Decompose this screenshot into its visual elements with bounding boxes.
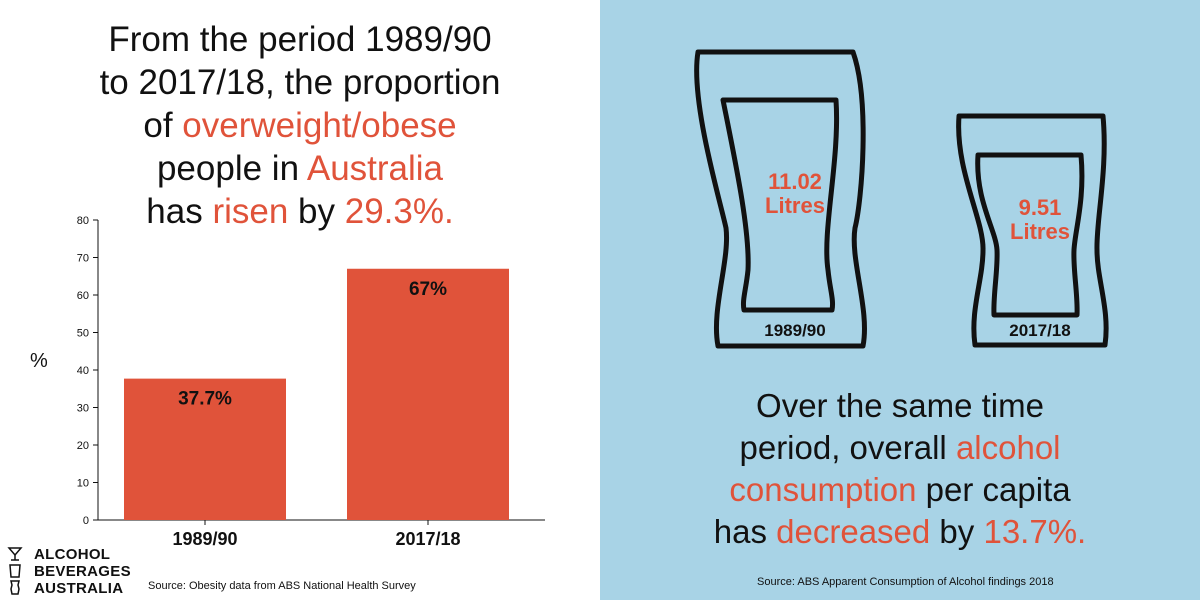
glass-2017-unit: Litres — [1010, 219, 1070, 244]
y-axis-unit-label: % — [30, 350, 48, 372]
source-note-obesity: Source: Obesity data from ABS National H… — [148, 580, 416, 592]
statement-highlight-decreased: decreased — [776, 513, 931, 550]
x-tick-label: 2017/18 — [395, 529, 460, 549]
headline-highlight-risen: risen — [212, 192, 289, 231]
statement-line-2: period, overall — [739, 429, 956, 466]
y-tick-label: 0 — [83, 515, 89, 527]
glass-1989-year: 1989/90 — [764, 321, 826, 340]
x-tick-label: 1989/90 — [172, 529, 237, 549]
glass-1989-unit: Litres — [765, 193, 825, 218]
headline-highlight-overweight: overweight/obese — [182, 106, 457, 145]
statement-line-4-mid: by — [930, 513, 984, 550]
y-tick-label: 60 — [77, 290, 89, 302]
statement-highlight-consumption: consumption — [729, 471, 917, 508]
glass-1989-outline — [694, 49, 867, 349]
headline-highlight-australia: Australia — [306, 149, 444, 188]
statement-line-1: Over the same time — [756, 387, 1044, 424]
y-tick-label: 40 — [77, 365, 89, 377]
y-tick-label: 20 — [77, 440, 89, 452]
y-tick-label: 30 — [77, 403, 89, 415]
headline-line-3: of — [143, 106, 183, 145]
glass-1989-value: 11.02 — [768, 169, 822, 194]
glass-2017-volume: 9.51 Litres — [985, 196, 1095, 244]
headline-line-5: has — [146, 192, 213, 231]
source-note-alcohol: Source: ABS Apparent Consumption of Alco… — [757, 576, 1054, 588]
glass-2017-value: 9.51 — [1018, 195, 1062, 220]
bar — [347, 268, 509, 520]
statement-line-3: per capita — [916, 471, 1071, 508]
logo-line-2: BEVERAGES — [34, 563, 131, 580]
y-tick-label: 10 — [77, 478, 89, 490]
logo-line-1: ALCOHOL — [34, 546, 111, 563]
headline: From the period 1989/90 to 2017/18, the … — [40, 18, 560, 233]
statement-highlight-alcohol: alcohol — [955, 429, 1061, 466]
left-panel: From the period 1989/90 to 2017/18, the … — [7, 18, 560, 597]
bar-chart: 0 10 20 30 40 50 60 70 80 37.7% 1989/90 67% 2017/18 — [77, 215, 545, 549]
consumption-statement: Over the same time period, overall alcoh… — [690, 385, 1110, 553]
headline-line-4: people in — [156, 149, 307, 188]
bar-data-label: 67% — [409, 279, 447, 300]
statement-highlight-percent: 13.7%. — [983, 513, 1087, 550]
glass-2017-year: 2017/18 — [1009, 321, 1071, 340]
glass-2017-outline — [956, 113, 1109, 348]
statement-line-4: has — [713, 513, 777, 550]
y-tick-label: 70 — [77, 253, 89, 265]
y-tick-label: 50 — [77, 328, 89, 340]
glass-1989-volume: 11.02 Litres — [740, 170, 850, 218]
y-tick-label: 80 — [77, 215, 89, 227]
logo-line-3: AUSTRALIA — [34, 580, 124, 597]
headline-line-5-mid: by — [288, 192, 345, 231]
drink-glasses-icon — [7, 547, 23, 595]
headline-line-1: From the period 1989/90 — [108, 20, 492, 59]
headline-highlight-percent: 29.3%. — [344, 192, 454, 231]
bar-data-label: 37.7% — [178, 389, 232, 410]
bar — [124, 378, 286, 520]
headline-line-2: to 2017/18, the proportion — [99, 63, 501, 102]
logo-wordmark: ALCOHOL BEVERAGES AUSTRALIA — [34, 546, 154, 597]
